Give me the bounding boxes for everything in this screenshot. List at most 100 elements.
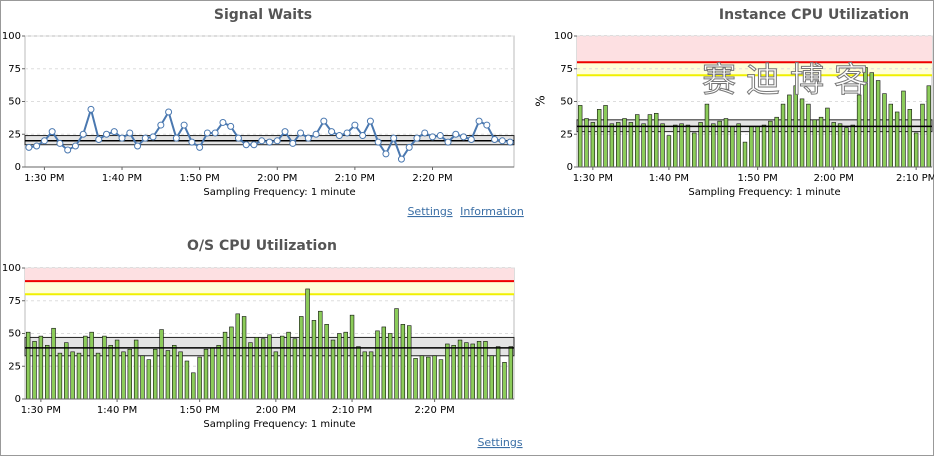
bar <box>241 316 247 400</box>
link[interactable]: Settings <box>477 436 522 449</box>
bar <box>749 126 754 168</box>
link[interactable]: Information <box>460 205 524 218</box>
bar <box>508 346 514 400</box>
bar <box>730 126 735 168</box>
bar <box>121 351 126 400</box>
x-tick-label: 1:30 PM <box>24 173 64 184</box>
bar <box>279 335 285 400</box>
point <box>40 137 48 145</box>
bar <box>647 114 653 168</box>
bar <box>343 331 348 400</box>
point <box>188 138 196 146</box>
warning-zone <box>577 62 932 76</box>
bar <box>799 98 805 168</box>
bar <box>140 355 145 400</box>
bar <box>736 123 741 168</box>
bar <box>318 310 323 400</box>
y-tick-label: 75 <box>8 64 21 75</box>
bar <box>102 335 107 400</box>
x-tick-label: 2:10 PM <box>335 173 375 184</box>
bar <box>432 355 437 400</box>
bar <box>159 329 164 400</box>
point <box>149 133 157 141</box>
bar <box>882 93 887 168</box>
bar <box>704 103 710 168</box>
bar <box>590 122 596 168</box>
bar <box>711 123 716 168</box>
bar <box>907 109 913 168</box>
warning-zone <box>25 281 514 295</box>
y-tick-label: 25 <box>8 361 21 372</box>
point <box>234 134 242 142</box>
point <box>103 130 110 138</box>
bar <box>299 316 304 400</box>
point <box>180 121 188 129</box>
bar <box>267 334 272 400</box>
point <box>250 141 258 149</box>
bar <box>438 359 444 400</box>
bar <box>191 372 196 400</box>
bar <box>51 327 56 400</box>
point <box>390 134 398 142</box>
bar <box>806 103 811 168</box>
bar <box>45 344 50 400</box>
point <box>64 146 72 154</box>
bar <box>825 107 830 168</box>
point <box>343 129 351 137</box>
bar <box>901 90 906 168</box>
point <box>328 128 336 136</box>
bar <box>464 342 469 400</box>
bar <box>368 351 374 400</box>
bar <box>913 132 919 168</box>
bar <box>381 326 387 400</box>
bar <box>210 347 215 400</box>
point <box>436 132 444 140</box>
bar <box>248 342 253 400</box>
point <box>397 155 405 163</box>
bar <box>761 124 767 168</box>
bar <box>394 308 399 400</box>
point <box>421 129 429 137</box>
point <box>126 129 134 137</box>
point <box>467 135 475 143</box>
bar <box>311 320 317 400</box>
point <box>413 134 421 142</box>
bar <box>254 337 260 400</box>
bar <box>768 120 773 168</box>
bar <box>445 343 450 400</box>
point <box>118 134 126 142</box>
bar <box>787 94 792 168</box>
y-tick-label: 0 <box>567 162 573 173</box>
point <box>141 134 149 142</box>
bar <box>679 123 684 168</box>
x-tick-label: 2:00 PM <box>256 405 296 416</box>
point <box>258 137 266 145</box>
bar <box>197 356 202 400</box>
bar <box>856 94 862 168</box>
point <box>281 128 289 136</box>
bar <box>413 358 418 400</box>
x-tick-label: 1:40 PM <box>97 405 137 416</box>
bar <box>673 124 678 168</box>
bar <box>596 109 602 168</box>
bar <box>666 135 672 168</box>
bar <box>419 355 425 400</box>
bar <box>83 335 88 400</box>
point <box>351 121 359 129</box>
point <box>444 138 452 146</box>
bar <box>844 127 849 168</box>
x-axis-label: Sampling Frequency: 1 minute <box>203 187 355 198</box>
bar <box>837 123 843 168</box>
x-tick-label: 2:00 PM <box>257 173 297 184</box>
bar <box>70 351 75 400</box>
link[interactable]: Settings <box>407 205 452 218</box>
bar <box>894 111 900 168</box>
bar <box>692 132 697 168</box>
point <box>196 143 204 151</box>
bar <box>165 350 171 400</box>
bar <box>609 123 615 168</box>
bar <box>635 114 640 168</box>
x-tick-label: 1:40 PM <box>649 173 689 184</box>
bar <box>577 105 583 168</box>
